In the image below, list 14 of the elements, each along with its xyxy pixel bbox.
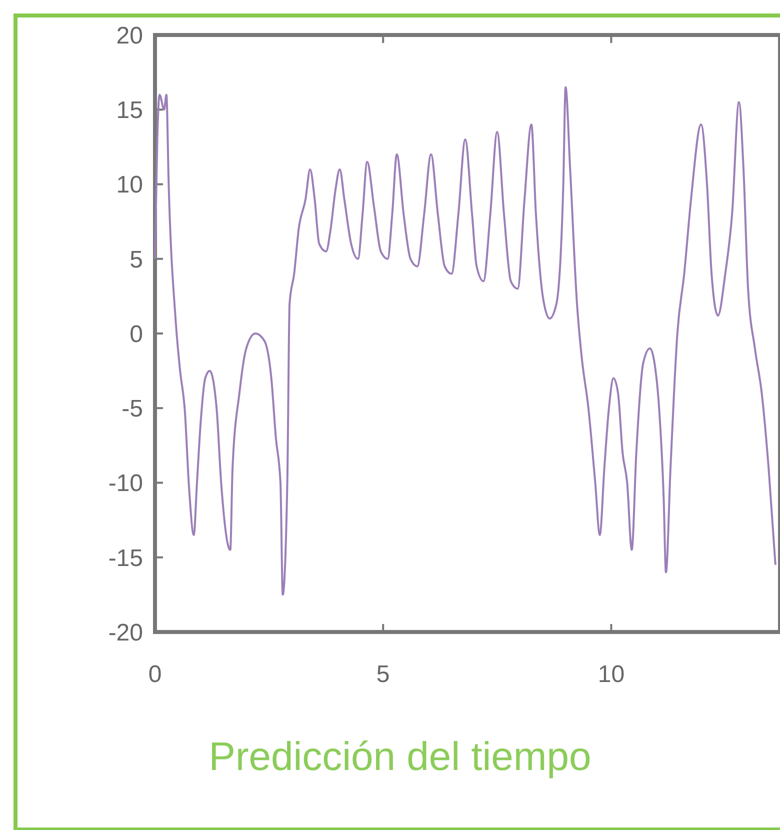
x-tick-label: 5: [376, 661, 390, 688]
line-series: [154, 86, 776, 596]
y-tick-label: -20: [108, 619, 143, 646]
y-tick-label: -10: [108, 470, 143, 498]
x-tick-label: 0: [148, 661, 162, 688]
y-tick-label: 10: [116, 172, 143, 199]
y-tick-label: 15: [116, 97, 143, 124]
y-tick-label: 20: [116, 22, 143, 50]
y-tick-label: -15: [108, 544, 143, 572]
text: Predicción del tiempo: [208, 735, 592, 779]
y-tick-label: -5: [122, 396, 143, 423]
y-tick-label: 0: [130, 320, 143, 348]
x-tick-label: 10: [598, 661, 625, 688]
y-tick-label: 5: [130, 246, 143, 274]
